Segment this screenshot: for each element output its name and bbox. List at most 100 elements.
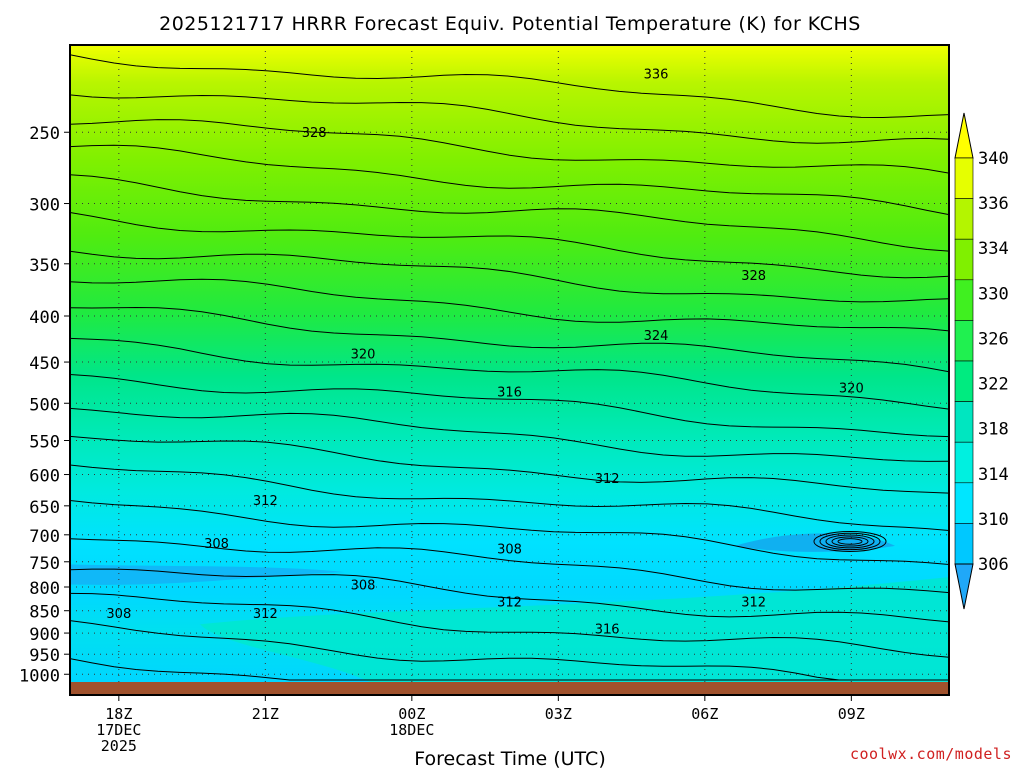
contour-label: 308: [351, 579, 376, 594]
y-tick-label: 250: [29, 124, 60, 144]
contour-label: 312: [253, 607, 278, 622]
y-tick-label: 450: [29, 354, 60, 374]
chart-title: 2025121717 HRRR Forecast Equiv. Potentia…: [159, 13, 861, 35]
colorbar-band: [954, 482, 974, 524]
colorbar-band: [954, 523, 974, 565]
y-tick-label: 900: [29, 625, 60, 645]
contour-label: 312: [595, 472, 620, 487]
x-tick-label: 09Z: [838, 705, 865, 723]
y-tick-label: 500: [29, 395, 60, 415]
colorbar-band: [954, 360, 974, 402]
contour-label: 316: [497, 385, 522, 400]
contour-line: [69, 119, 950, 174]
colorbar-band: [954, 441, 974, 484]
contour-line: [69, 306, 950, 373]
colorbar-label: 314: [978, 465, 1009, 485]
contour-line: [69, 464, 950, 531]
colorbar-arrow-top: [954, 112, 974, 159]
y-tick-label: 950: [29, 646, 60, 666]
contour-label: 308: [204, 537, 229, 552]
x-tick-label: 21Z: [252, 705, 279, 723]
plot-frame: [69, 44, 950, 696]
y-tick-label: 1000: [19, 666, 60, 686]
credit-text: coolwx.com/models: [850, 745, 1012, 763]
y-tick-label: 550: [29, 433, 60, 453]
contour-line: [69, 374, 950, 438]
contour-closed: [813, 530, 887, 552]
colorbar-label: 330: [978, 284, 1009, 304]
x-tick-label: 2025: [101, 737, 137, 755]
colorbar-band: [954, 238, 974, 281]
contour-line: [69, 538, 950, 594]
colorbar-label: 306: [978, 555, 1009, 575]
colorbar: 340 336 334 330 326 322 318 314 310 306: [954, 112, 1009, 610]
x-tick-label: 17DEC: [96, 721, 141, 739]
colorbar-label: 322: [978, 375, 1009, 395]
x-tick-label: 03Z: [545, 705, 572, 723]
y-tick-label: 300: [29, 196, 60, 216]
contour-line: [69, 568, 950, 623]
contour-line: [69, 500, 950, 565]
y-tick-label: 800: [29, 579, 60, 599]
field-fill: [70, 45, 949, 682]
colorbar-label: 310: [978, 510, 1009, 530]
contour-label: 316: [595, 623, 620, 638]
colorbar-band: [954, 198, 974, 240]
contour-line: [69, 407, 950, 462]
y-tick-label: 400: [29, 308, 60, 328]
y-tick-label: 600: [29, 467, 60, 487]
contour-label: 324: [644, 329, 669, 344]
contour-line: [69, 144, 950, 216]
contour-label: 320: [351, 347, 376, 362]
contour-line: [69, 212, 950, 279]
colorbar-label: 336: [978, 194, 1009, 214]
contour-line: [69, 658, 949, 681]
colorbar-label: 326: [978, 329, 1009, 349]
contour-closed: [837, 538, 863, 545]
ground-terrain: [70, 682, 949, 695]
contour-label: 336: [644, 67, 669, 82]
contour-label: 312: [741, 595, 766, 610]
x-tick-label: 18DEC: [389, 721, 434, 739]
x-tick-label: 00Z: [398, 705, 425, 723]
contour-label: 308: [497, 543, 522, 558]
contour-line: [69, 94, 950, 144]
colorbar-label: 340: [978, 149, 1009, 169]
colorbar-arrow-bottom: [954, 563, 974, 610]
contour-label: 320: [839, 381, 864, 396]
x-tick-label: 06Z: [691, 705, 718, 723]
y-tick-label: 650: [29, 498, 60, 518]
contour-labels: 336 328 328 324 320 320 316 312 312 308 308 308 308 3…: [106, 67, 864, 638]
contour-lines: [69, 54, 950, 681]
contour-label: 328: [741, 269, 766, 284]
warm-layer-fill: [200, 577, 949, 682]
colorbar-label: 334: [978, 239, 1009, 259]
colorbar-band: [954, 157, 974, 199]
x-tick-label: 18Z: [105, 705, 132, 723]
contour-label: 328: [302, 126, 327, 141]
contour-line: [69, 592, 950, 658]
colorbar-band: [954, 401, 974, 443]
x-axis-label: Forecast Time (UTC): [414, 748, 605, 768]
contour-closed: [819, 532, 881, 551]
pressure-axis: 2503003504004505005506006507007508008509…: [19, 124, 70, 686]
contour-line: [69, 250, 950, 303]
contour-closed: [831, 536, 869, 547]
contour-closed: [825, 534, 875, 549]
contour-line: [69, 435, 950, 494]
contour-line: [69, 54, 950, 119]
contour-label: 308: [106, 607, 131, 622]
contour-label: 312: [253, 494, 278, 509]
temperature-fill: [70, 45, 949, 682]
colorbar-band: [954, 279, 974, 321]
y-tick-label: 350: [29, 256, 60, 276]
y-tick-label: 750: [29, 554, 60, 574]
colorbar-label: 318: [978, 420, 1009, 440]
y-tick-label: 700: [29, 527, 60, 547]
y-tick-label: 850: [29, 603, 60, 623]
contour-line: [69, 620, 949, 681]
contour-label: 312: [497, 595, 522, 610]
contour-line: [69, 337, 950, 410]
contour-line: [69, 174, 950, 252]
